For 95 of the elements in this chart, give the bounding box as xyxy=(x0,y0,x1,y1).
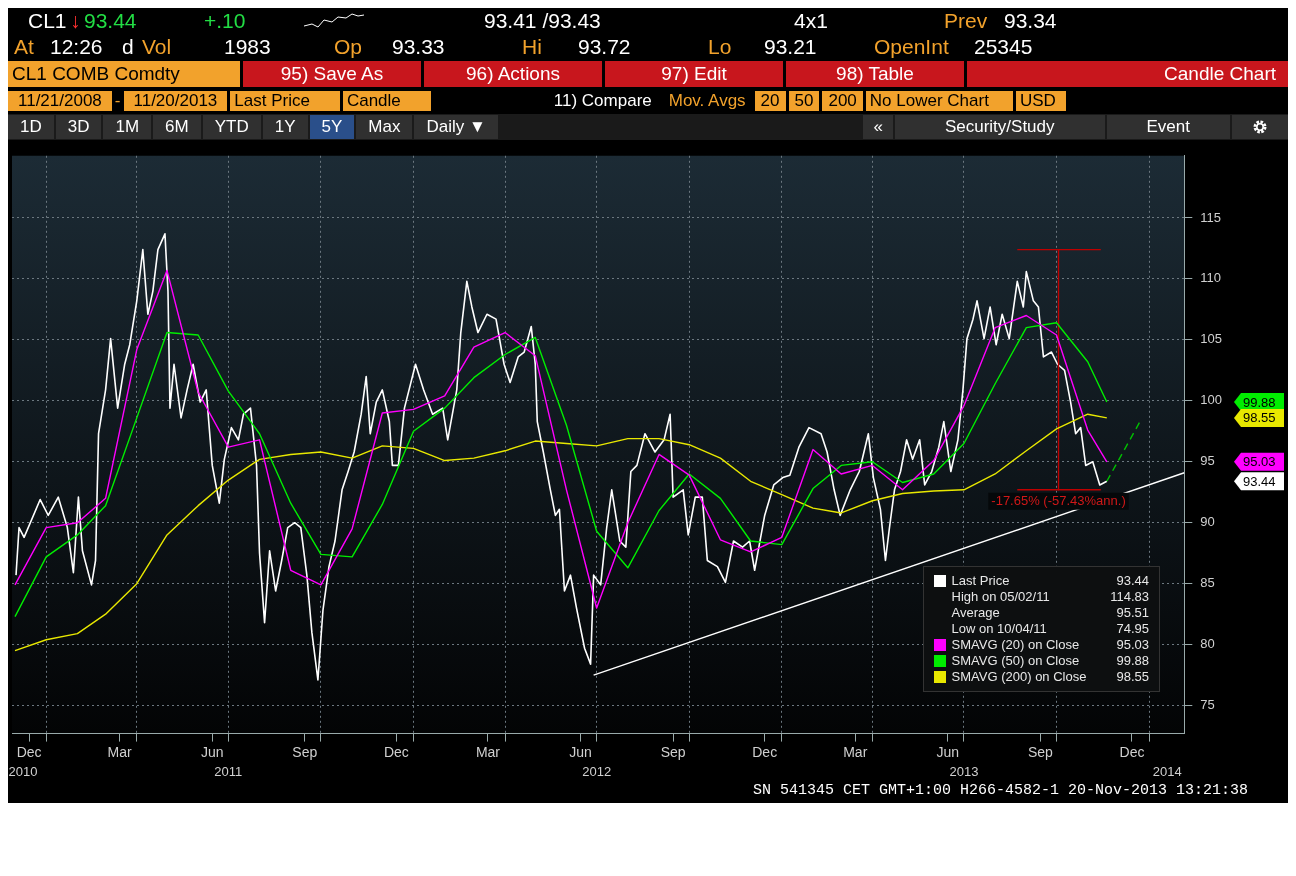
text: 6M xyxy=(153,115,201,139)
legend-label: Last Price xyxy=(951,573,1011,589)
text: 95.03 xyxy=(1243,454,1276,470)
text: Hi xyxy=(522,35,543,59)
annotation: 95.03 xyxy=(1116,637,1149,653)
text: 1D xyxy=(8,115,54,139)
text: Security/Study xyxy=(894,115,1105,139)
text: Mov. Avgs xyxy=(668,91,746,111)
x-tick-label: Dec xyxy=(383,743,409,760)
x-tick-label: Sep xyxy=(660,743,686,760)
text: Low on 10/04/11 74.95 xyxy=(951,621,1149,636)
text: 25345 xyxy=(974,35,1033,59)
text: 50 xyxy=(788,91,820,111)
x-tick-label: Dec xyxy=(1119,743,1145,760)
text: +.10 xyxy=(204,9,247,33)
text: 93.33 xyxy=(392,35,446,59)
x-tick-label: Sep xyxy=(1027,743,1054,760)
y-tick-label: 105 xyxy=(1200,331,1223,347)
text: Lo xyxy=(708,35,733,59)
text: SN 541345 CET GMT+1:00 H266-4582-1 20-Nov-2013 13:21:38 xyxy=(752,782,1248,799)
text: 11/21/2008 xyxy=(8,91,112,111)
text: Event xyxy=(1106,115,1230,139)
text: 93.44 xyxy=(84,9,137,32)
legend-label: SMAVG (20) on Close xyxy=(951,637,1081,653)
x-tick-label: Mar xyxy=(107,743,133,760)
text: Candle Chart xyxy=(967,61,1288,87)
annotation: 98.55 xyxy=(1116,669,1149,685)
x-tick-label: Sep xyxy=(292,743,318,760)
y-tick-label: 110 xyxy=(1200,270,1222,286)
text: YTD xyxy=(202,115,261,139)
text: 4x1 xyxy=(794,9,829,33)
x-tick-label: Jun xyxy=(200,743,224,760)
text: 3D xyxy=(55,115,102,139)
annotation: 93.44 xyxy=(1116,573,1149,589)
text: CL1 COMB Comdty xyxy=(8,61,240,87)
text: Daily ▼ xyxy=(414,115,498,139)
text: 11/20/2013 xyxy=(123,91,228,111)
text: - xyxy=(114,91,121,111)
text: Vol xyxy=(142,35,173,59)
y-tick-label: 95 xyxy=(1200,453,1215,469)
x2-tick-label: 2010 xyxy=(8,763,38,779)
text: 11) Compare xyxy=(553,91,652,111)
text: d xyxy=(122,35,135,59)
text: 96) Actions xyxy=(424,61,602,87)
text: 200 xyxy=(822,91,863,111)
y-tick-label: 115 xyxy=(1200,209,1222,225)
text: 93.34 xyxy=(1004,9,1057,33)
x2-tick-label: 2012 xyxy=(582,763,612,779)
x-tick-label: Mar xyxy=(843,743,868,760)
text: ↓ xyxy=(70,9,82,33)
text: 95) Save As xyxy=(243,61,421,87)
text: 1983 xyxy=(224,35,272,59)
text: 97) Edit xyxy=(605,61,783,87)
text: No Lower Chart xyxy=(865,91,1013,111)
text: 93.21 xyxy=(764,35,818,59)
x2-tick-label: 2013 xyxy=(949,763,979,779)
text: Candle xyxy=(342,91,431,111)
text: 98.55 xyxy=(1243,410,1276,426)
y-tick-label: 80 xyxy=(1200,636,1215,652)
text: 93.44 xyxy=(1243,473,1276,489)
text: Average 95.51 xyxy=(951,605,1149,620)
text: 20 xyxy=(754,91,786,111)
x2-tick-label: 2011 xyxy=(214,763,243,779)
text: OpenInt xyxy=(874,35,950,59)
text: 93.72 xyxy=(578,35,632,59)
y-tick-label: 90 xyxy=(1200,514,1215,530)
text: 99.88 xyxy=(1243,394,1276,410)
text: Last Price xyxy=(230,91,340,111)
text: At xyxy=(14,35,35,59)
text: CL1 xyxy=(28,9,68,33)
text: « xyxy=(863,115,893,139)
x-tick-label: Mar xyxy=(475,743,501,760)
y-tick-label: 100 xyxy=(1200,392,1223,408)
legend-label: SMAVG (200) on Close xyxy=(951,669,1087,685)
y-tick-label: 85 xyxy=(1200,575,1215,591)
text: 1M xyxy=(103,115,152,139)
text: 1Y xyxy=(262,115,308,139)
text: 93.41 /93.43 xyxy=(484,9,602,33)
x-tick-label: Jun xyxy=(936,743,960,760)
text: Max xyxy=(356,115,413,139)
annotation: -17.65% (-57.43%ann.) xyxy=(991,492,1126,508)
y-tick-label: 75 xyxy=(1200,697,1215,713)
x-tick-label: Dec xyxy=(752,743,778,760)
x-tick-label: Dec xyxy=(16,743,42,760)
legend-label: SMAVG (50) on Close xyxy=(951,653,1081,669)
text: 5Y xyxy=(309,115,355,139)
text: High on 05/02/11 114.83 xyxy=(951,589,1149,604)
annotation: 99.88 xyxy=(1116,653,1149,669)
text: 12:26 xyxy=(50,35,104,59)
text: Op xyxy=(334,35,363,59)
x-tick-label: Jun xyxy=(569,743,592,760)
text: Prev xyxy=(944,9,989,33)
text: USD xyxy=(1015,91,1066,111)
text: 98) Table xyxy=(786,61,964,87)
x2-tick-label: 2014 xyxy=(1152,763,1182,779)
